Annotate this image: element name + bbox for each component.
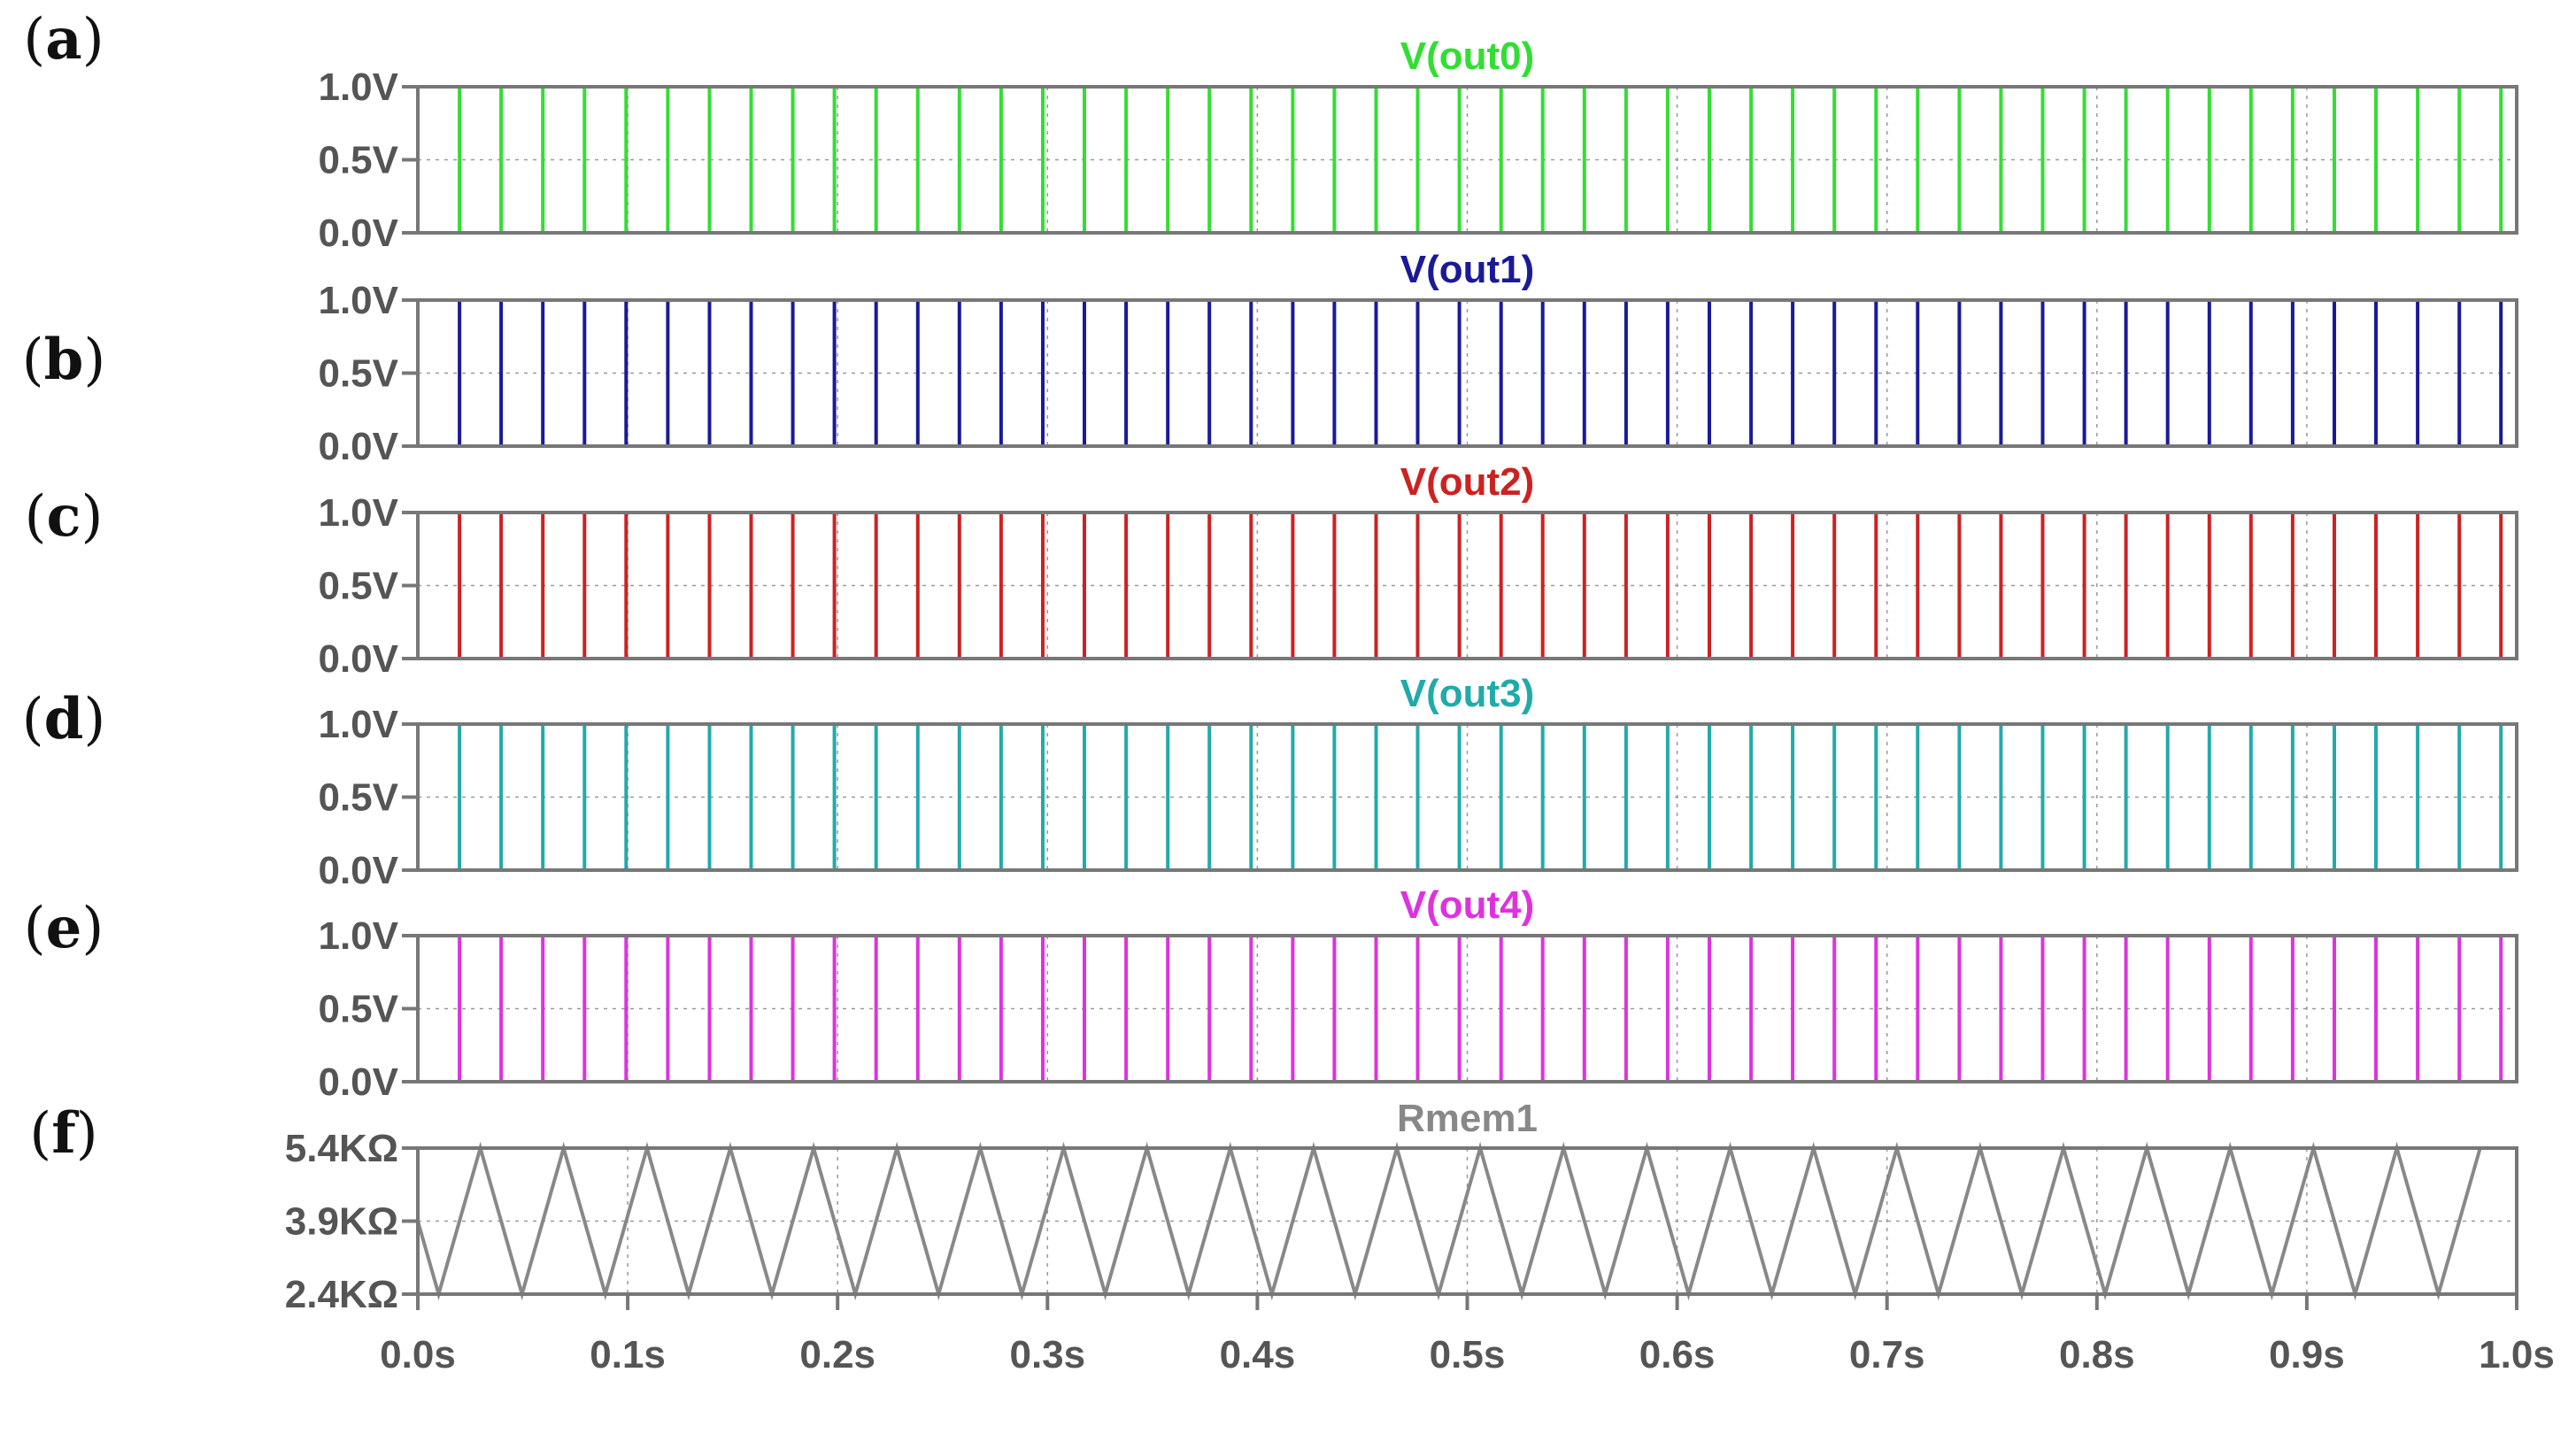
x-axis: 0.0s 0.1s 0.2s 0.3s 0.4s 0.5s 0.6s 0.7s 0.8s 0.9s… (380, 1294, 2555, 1376)
x-tick-label: 0.6s (1639, 1333, 1716, 1376)
y-tick-label: 1.0V (318, 703, 398, 746)
panel-d: (d) 1.0V 0.5V 0.0V V(out3) (22, 672, 2518, 892)
x-tick-label: 0.2s (799, 1333, 875, 1376)
y-tick-label: 0.5V (318, 565, 398, 608)
panel-letter-a: (a) (23, 6, 104, 73)
y-tick-label: 1.0V (318, 914, 398, 958)
series-line-e (418, 934, 2518, 1083)
x-tick-label: 0.4s (1220, 1333, 1296, 1376)
y-tick-label: 0.5V (318, 988, 398, 1031)
x-tick-label: 0.9s (2269, 1333, 2345, 1376)
y-tick-label: 3.9KΩ (285, 1200, 398, 1244)
x-tick-label: 0.1s (590, 1333, 666, 1376)
y-tick-label: 1.0V (318, 491, 398, 535)
panel-title-d: V(out3) (1400, 672, 1535, 715)
panel-title-f: Rmem1 (1397, 1097, 1538, 1140)
x-tick-label: 0.5s (1430, 1333, 1506, 1376)
panel-a: (a) 1.0V 0.5V 0.0V V(out0) (23, 6, 2518, 255)
series-line-c (418, 511, 2518, 660)
y-tick-label: 0.5V (318, 776, 398, 820)
series-line-b (418, 298, 2518, 448)
y-tick-label: 0.0V (318, 425, 398, 468)
y-tick-label: 0.0V (318, 849, 398, 892)
y-tick-label: 5.4KΩ (285, 1127, 398, 1170)
x-tick-label: 0.3s (1009, 1333, 1085, 1376)
series-line-a (418, 85, 2518, 235)
panel-letter-c: (c) (25, 483, 104, 550)
panel-c: (c) 1.0V 0.5V 0.0V V(out2) (25, 460, 2518, 681)
y-tick-label: 1.0V (318, 279, 398, 322)
panel-f: (f) 5.4KΩ 3.9KΩ 2.4KΩ Rmem1 (29, 1097, 2518, 1316)
series-line-d (418, 722, 2518, 872)
x-tick-label: 0.7s (1849, 1333, 1925, 1376)
panel-letter-b: (b) (22, 327, 106, 393)
y-tick-label: 0.5V (318, 352, 398, 396)
panel-b: (b) 1.0V 0.5V 0.0V V(out1) (22, 248, 2518, 468)
y-tick-label: 0.5V (318, 139, 398, 182)
panel-title-b: V(out1) (1400, 248, 1535, 291)
x-tick-label: 0.8s (2059, 1333, 2135, 1376)
x-tick-label: 0.0s (380, 1333, 456, 1376)
panel-title-e: V(out4) (1400, 883, 1535, 927)
panel-title-c: V(out2) (1400, 460, 1535, 504)
panel-e: (e) 1.0V 0.5V 0.0V V(out4) (24, 883, 2518, 1104)
y-tick-label: 1.0V (318, 66, 398, 109)
y-tick-label: 0.0V (318, 1060, 398, 1104)
panel-letter-e: (e) (24, 895, 104, 961)
panel-title-a: V(out0) (1400, 35, 1535, 78)
y-tick-label: 0.0V (318, 212, 398, 255)
x-tick-label: 1.0s (2479, 1333, 2555, 1376)
y-tick-label: 2.4KΩ (285, 1273, 398, 1316)
panel-letter-f: (f) (29, 1100, 97, 1167)
panel-letter-d: (d) (22, 686, 106, 752)
y-tick-label: 0.0V (318, 637, 398, 681)
